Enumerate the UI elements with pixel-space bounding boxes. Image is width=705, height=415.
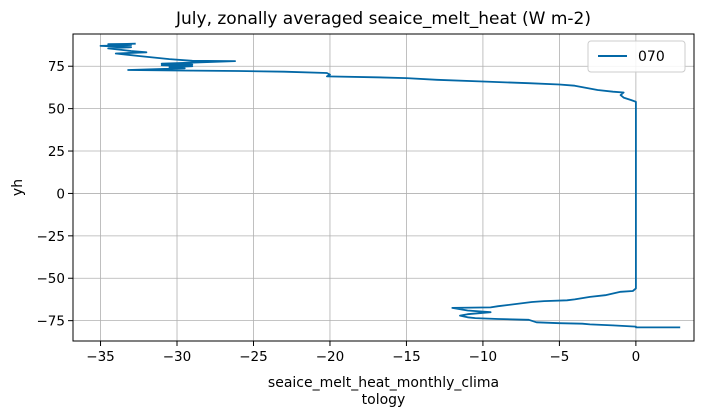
y-tick-label: 75 bbox=[48, 59, 65, 75]
x-tick-label: −20 bbox=[316, 349, 345, 365]
x-tick-label: −25 bbox=[239, 349, 268, 365]
y-tick-label: −75 bbox=[37, 314, 66, 330]
x-axis-label-line-2: tology bbox=[362, 392, 406, 408]
x-axis: −35 −30 −25 −20 −15 −10 −5 0 bbox=[86, 341, 640, 365]
x-tick-label: −10 bbox=[469, 349, 498, 365]
legend-box bbox=[587, 40, 686, 73]
y-axis-label: yh bbox=[10, 179, 26, 196]
series-layer bbox=[99, 42, 681, 329]
y-tick-label: 50 bbox=[48, 102, 65, 118]
chart-title: July, zonally averaged seaice_melt_heat … bbox=[175, 9, 591, 29]
series-line bbox=[99, 42, 681, 329]
x-tick-label: −35 bbox=[86, 349, 115, 365]
x-tick-label: −30 bbox=[163, 349, 192, 365]
y-tick-label: 25 bbox=[48, 144, 65, 160]
grid bbox=[73, 34, 694, 341]
legend: 070 bbox=[587, 40, 686, 73]
y-tick-label: −50 bbox=[37, 271, 66, 287]
x-tick-label: −15 bbox=[392, 349, 421, 365]
plot-frame bbox=[72, 33, 695, 342]
y-axis: −75 −50 −25 0 25 50 75 bbox=[37, 59, 73, 330]
x-axis-label-line-1: seaice_melt_heat_monthly_clima bbox=[268, 375, 499, 391]
y-tick-label: 0 bbox=[56, 186, 65, 202]
x-tick-label: 0 bbox=[632, 349, 641, 365]
x-tick-label: −5 bbox=[549, 349, 569, 365]
y-tick-label: −25 bbox=[37, 229, 66, 245]
legend-label: 070 bbox=[638, 49, 665, 65]
